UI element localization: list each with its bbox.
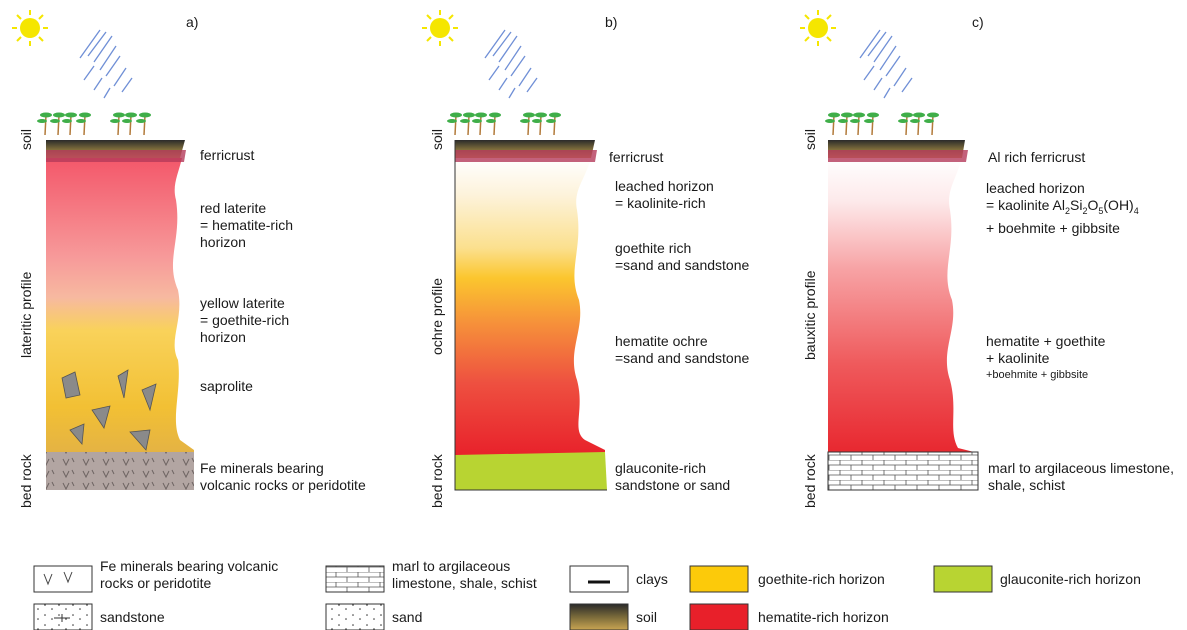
rain-icon xyxy=(79,29,133,99)
legend-swatch-clays xyxy=(569,565,629,593)
panel-letter: b) xyxy=(605,14,618,30)
panel-letter: c) xyxy=(972,14,984,30)
legend-text-hematite: hematite-rich horizon xyxy=(758,609,889,625)
legend-swatch-sandstone xyxy=(33,603,93,630)
legend-swatch-soil xyxy=(569,603,629,630)
horizon-label-bedrock: glauconite-rich sandstone or sand xyxy=(615,460,730,494)
legend-swatch-volcanic xyxy=(33,565,93,593)
text: Al rich ferricrust xyxy=(988,149,1086,165)
trees xyxy=(824,111,940,136)
side-label-soil: soil xyxy=(429,128,445,150)
legend-text-clays: clays xyxy=(636,571,668,587)
bedrock-volcanic xyxy=(46,452,194,490)
legend-swatches xyxy=(33,565,993,630)
formula: = kaolinite Al2Si2O5(OH)4 xyxy=(986,197,1139,216)
text: ferricrust xyxy=(200,147,255,163)
profile-a-body xyxy=(46,158,194,490)
text: horizon xyxy=(200,329,246,345)
text: yellow laterite xyxy=(200,295,285,311)
text: goethite rich xyxy=(615,240,692,256)
horizon-label-yellow-laterite: yellow laterite = goethite-rich horizon xyxy=(200,295,289,346)
text: hematite ochre xyxy=(615,333,708,349)
profile-b-body xyxy=(455,158,605,458)
legend-text-volcanic: Fe minerals bearing volcanic rocks or per… xyxy=(100,558,279,591)
text: leached horizon xyxy=(986,180,1085,196)
horizon-label-saprolite: saprolite xyxy=(200,378,253,395)
side-label-soil: soil xyxy=(18,128,34,150)
legend-text-soil: soil xyxy=(636,609,658,625)
rain-icon xyxy=(484,29,538,99)
profile-c-body xyxy=(828,158,974,452)
bedrock-marl xyxy=(827,451,979,491)
sun-icon xyxy=(11,9,49,47)
text: saprolite xyxy=(200,378,253,394)
profile-a-drawing xyxy=(11,9,194,490)
text: volcanic rocks or peridotite xyxy=(200,477,366,493)
text: =sand and sandstone xyxy=(615,257,750,273)
horizon-label-ferricrust: ferricrust xyxy=(609,149,663,166)
legend-swatch-sand xyxy=(325,603,385,630)
legend-text-sand: sand xyxy=(392,609,423,625)
legend-swatch-goethite xyxy=(689,565,749,593)
text: = hematite-rich xyxy=(200,217,293,233)
panel-letter: a) xyxy=(186,14,199,30)
sun-icon xyxy=(421,9,459,47)
horizon-label-leached: leached horizon = kaolinite Al2Si2O5(OH)… xyxy=(986,180,1139,237)
horizon-label-red-laterite: red laterite = hematite-rich horizon xyxy=(200,200,293,251)
legend-text-goethite: goethite-rich horizon xyxy=(758,571,885,587)
horizon-label-bedrock: marl to argilaceous limestone, shale, sc… xyxy=(988,460,1187,494)
side-label-profile: bauxitic profile xyxy=(802,270,818,361)
text: horizon xyxy=(200,234,246,250)
sun-icon xyxy=(799,9,837,47)
legend-swatch-marl xyxy=(325,565,385,593)
trees xyxy=(446,111,562,136)
bedrock-glauconite xyxy=(455,452,607,490)
text: + kaolinite xyxy=(986,350,1050,366)
panel-c: c) soil bauxitic profile bed rock Al ric… xyxy=(790,0,1187,530)
text: Fe minerals bearing xyxy=(200,460,324,476)
text: shale, schist xyxy=(988,477,1066,493)
horizon-label-hematite: hematite + goethite + kaolinite +boehmit… xyxy=(986,333,1105,384)
text: = kaolinite-rich xyxy=(615,195,706,211)
legend-text-sandstone: sandstone xyxy=(100,609,165,625)
side-label-bedrock: bed rock xyxy=(18,454,34,508)
side-label-soil: soil xyxy=(802,128,818,150)
profile-b-drawing xyxy=(421,9,607,491)
horizon-label-hematite: hematite ochre =sand and sandstone xyxy=(615,333,749,367)
text: leached horizon xyxy=(615,178,714,194)
text: = goethite-rich xyxy=(200,312,290,328)
saprolite-blocks xyxy=(61,369,157,451)
horizon-label-leached: leached horizon = kaolinite-rich xyxy=(615,178,714,212)
legend-text-marl: marl to argilaceous limestone, shale, sch… xyxy=(392,558,537,591)
text: glauconite-rich xyxy=(615,460,707,476)
side-label-bedrock: bed rock xyxy=(429,454,445,508)
text: hematite + goethite xyxy=(986,333,1106,349)
text: +boehmite + gibbsite xyxy=(986,369,1089,381)
profile-c-drawing xyxy=(799,9,979,491)
horizon-label-goethite: goethite rich =sand and sandstone xyxy=(615,240,749,274)
text: + boehmite + gibbsite xyxy=(986,219,1120,236)
horizon-label-ferricrust: ferricrust xyxy=(200,147,254,164)
trees xyxy=(36,111,152,136)
text: sandstone or sand xyxy=(615,477,731,493)
legend-text-glauconite: glauconite-rich horizon xyxy=(1000,571,1141,587)
side-label-bedrock: bed rock xyxy=(802,454,818,508)
text: ferricrust xyxy=(609,149,664,165)
legend: Fe minerals bearing volcanic rocks or per… xyxy=(0,552,1187,630)
ferricrust-layer xyxy=(828,150,968,162)
legend-swatch-hematite xyxy=(689,603,749,630)
text: =sand and sandstone xyxy=(615,350,750,366)
horizon-label-bedrock: Fe minerals bearing volcanic rocks or pe… xyxy=(200,460,366,494)
legend-swatch-glauconite xyxy=(933,565,993,593)
horizon-label-ferricrust: Al rich ferricrust xyxy=(988,149,1085,166)
ferricrust-layer xyxy=(46,150,186,162)
text: marl to argilaceous limestone, xyxy=(988,460,1174,476)
text: red laterite xyxy=(200,200,267,216)
rain-icon xyxy=(859,29,913,99)
panel-a: a) soil lateritic profile bed rock ferri… xyxy=(0,0,395,530)
side-label-profile: ochre profile xyxy=(429,277,445,355)
ferricrust-layer xyxy=(455,150,597,162)
panel-b: b) soil ochre profile bed rock ferricrus… xyxy=(395,0,790,530)
side-label-profile: lateritic profile xyxy=(18,271,34,358)
